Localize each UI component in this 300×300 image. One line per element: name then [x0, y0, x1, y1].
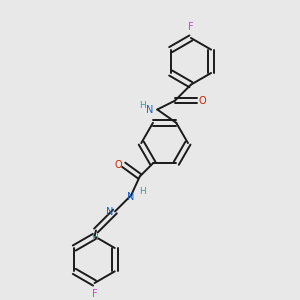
- Text: H: H: [139, 100, 146, 109]
- Text: N: N: [146, 104, 154, 115]
- Text: F: F: [188, 22, 194, 32]
- Text: O: O: [198, 96, 206, 106]
- Text: H: H: [91, 233, 98, 242]
- Text: O: O: [115, 160, 122, 170]
- Text: F: F: [92, 290, 97, 299]
- Text: N: N: [127, 192, 135, 202]
- Text: H: H: [139, 187, 146, 196]
- Text: N: N: [106, 206, 113, 217]
